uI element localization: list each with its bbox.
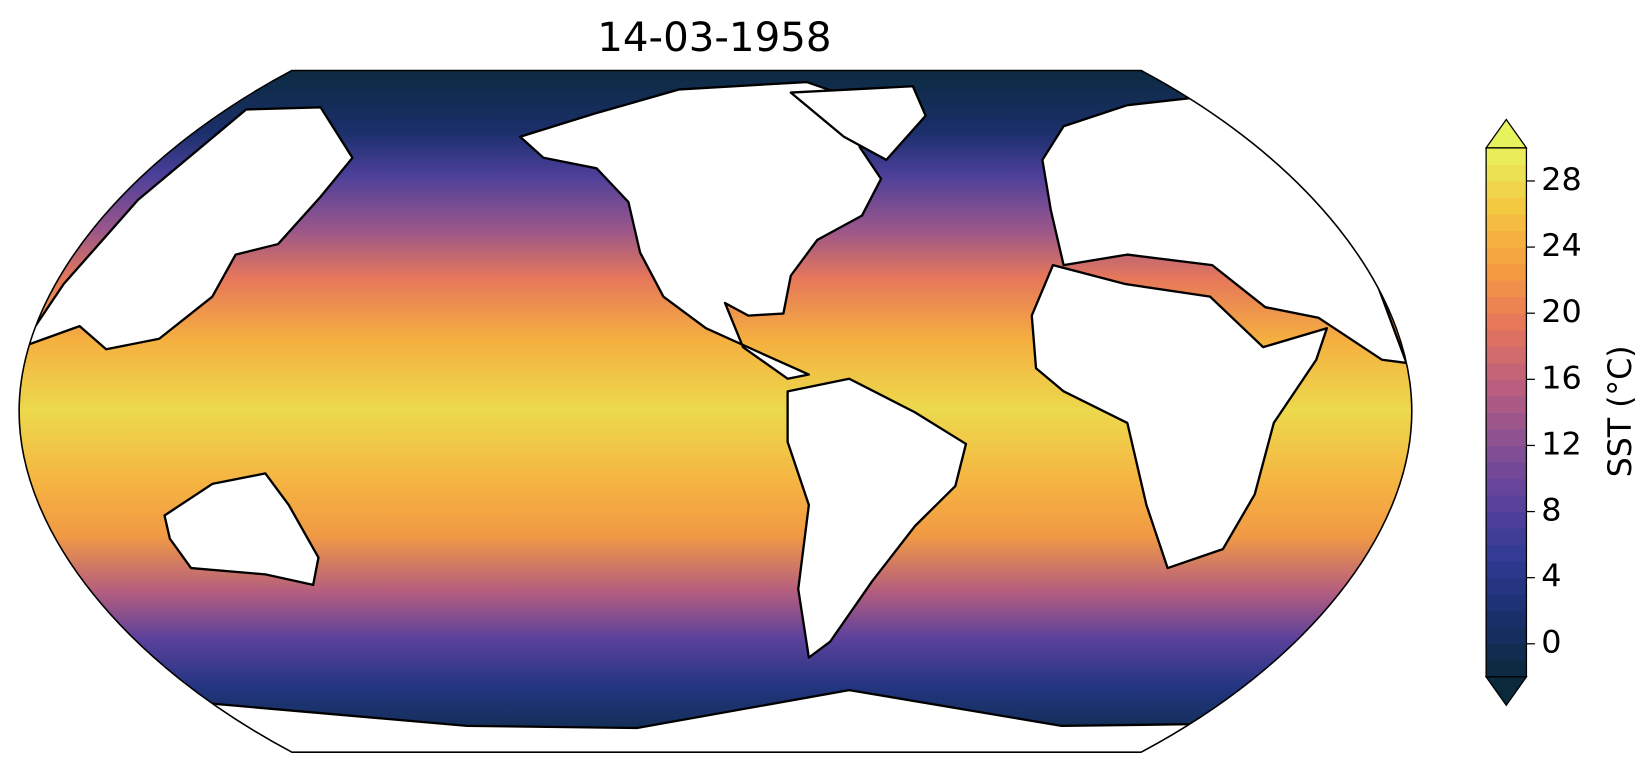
colorbar: SST (°C) 0 4 8 12 16 20 24 28 [1484, 118, 1639, 707]
figure-body: 14-03-1958 SST (°C) 0 4 8 12 16 20 24 28 [18, 15, 1639, 753]
map-title: 14-03-1958 [597, 15, 831, 61]
map-frame [18, 69, 1413, 753]
colorbar-band [1486, 511, 1527, 529]
colorbar-band [1486, 379, 1527, 397]
colorbar-tick-label: 4 [1541, 559, 1561, 595]
colorbar-band [1486, 544, 1527, 562]
colorbar-label: SST (°C) [1603, 345, 1639, 477]
colorbar-band [1486, 643, 1527, 661]
colorbar-band [1486, 561, 1527, 579]
map [19, 70, 1412, 753]
colorbar-band [1486, 147, 1527, 165]
colorbar-tick-label: 20 [1541, 294, 1582, 330]
colorbar-band [1486, 313, 1527, 331]
colorbar-band [1486, 346, 1527, 364]
colorbar-band [1486, 263, 1527, 281]
colorbar-band [1486, 594, 1527, 612]
colorbar-band [1486, 247, 1527, 265]
eurasia-west [20, 106, 354, 351]
colorbar-frame [1485, 147, 1528, 678]
colorbar-tick-label: 16 [1541, 360, 1582, 396]
colorbar-tick-label: 28 [1541, 162, 1582, 198]
colorbar-band [1486, 280, 1527, 298]
colorbar-tick-label: 12 [1541, 427, 1582, 463]
colorbar-extend-min [1484, 676, 1528, 707]
eurasia-east [1041, 93, 1408, 365]
colorbar-tick-label: 0 [1541, 625, 1561, 661]
colorbar-band [1486, 528, 1527, 546]
colorbar-band [1486, 329, 1527, 347]
colorbar-band [1486, 180, 1527, 199]
greenland [789, 85, 927, 162]
colorbar-band [1486, 296, 1527, 314]
colorbar-band [1486, 164, 1527, 182]
colorbar-band [1486, 627, 1527, 645]
colorbar-band [1486, 230, 1527, 248]
colorbar-tick-label: 8 [1541, 493, 1561, 529]
colorbar-band [1486, 395, 1527, 413]
colorbar-band [1486, 461, 1527, 480]
colorbar-band [1486, 197, 1527, 215]
colorbar-band [1486, 412, 1527, 430]
colorbar-band [1486, 478, 1527, 496]
colorbar-band [1486, 495, 1527, 513]
africa [1030, 263, 1329, 570]
colorbar-extend-max [1484, 118, 1528, 149]
colorbar-band [1486, 577, 1527, 595]
south-america [786, 377, 968, 659]
colorbar-band [1486, 660, 1527, 678]
antarctica [189, 688, 1307, 753]
australia [163, 472, 320, 587]
colorbar-band [1486, 362, 1527, 380]
colorbar-tick-label: 24 [1541, 228, 1582, 264]
colorbar-band [1486, 428, 1527, 446]
colorbar-band [1486, 610, 1527, 628]
colorbar-band [1486, 214, 1527, 232]
colorbar-band [1486, 445, 1527, 463]
